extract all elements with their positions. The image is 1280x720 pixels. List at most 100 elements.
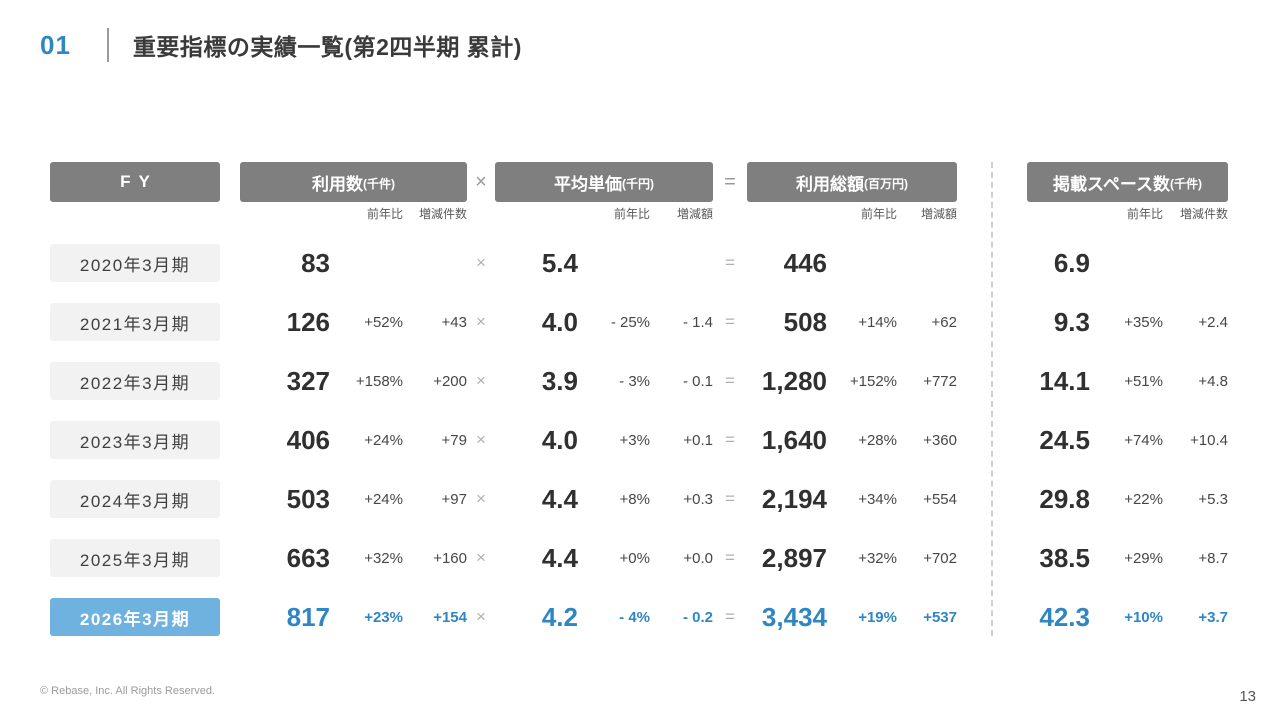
fiscal-year-label: 2026年3月期: [79, 609, 191, 629]
multiply-operator: ×: [476, 430, 486, 449]
fiscal-year-cell: 2020年3月期: [50, 244, 220, 282]
price-header-title: 平均単価: [554, 174, 622, 194]
total-yoy: +34%: [858, 490, 897, 508]
usage-yoy: +52%: [364, 313, 403, 331]
usage-value: 83: [301, 247, 330, 278]
price-value: 4.4: [541, 542, 578, 573]
equals-operator: =: [724, 170, 736, 193]
space-diff-label: 増減件数: [1179, 207, 1228, 221]
table-row: 2025年3月期 663 +32% +160 × 4.4 +0% +0.0 = …: [50, 539, 1228, 577]
multiply-operator: ×: [475, 170, 487, 193]
equals-operator: =: [725, 253, 735, 272]
fiscal-year-label: 2025年3月期: [79, 550, 191, 570]
multiply-operator: ×: [476, 607, 486, 626]
space-diff: +5.3: [1198, 490, 1228, 508]
space-diff: +2.4: [1198, 313, 1228, 331]
kpi-table: FY 利用数 (千件) × 平均単価 (千円) = 利用総額 (百万円) 掲載スペース…: [50, 162, 1228, 636]
usage-diff: +79: [441, 431, 467, 449]
table-row: 2021年3月期 126 +52% +43 × 4.0 - 25% - 1.4 …: [50, 303, 1228, 341]
space-value: 24.5: [1039, 424, 1090, 455]
fiscal-year-label: 2020年3月期: [79, 255, 191, 275]
total-yoy: +32%: [858, 549, 897, 567]
space-value: 9.3: [1053, 306, 1090, 337]
fiscal-year-label: 2022年3月期: [79, 373, 191, 393]
price-value: 5.4: [541, 247, 578, 278]
price-diff: - 0.2: [682, 608, 713, 626]
usage-header-unit: (千件): [363, 177, 395, 191]
multiply-operator: ×: [476, 312, 486, 331]
fiscal-year-cell: 2021年3月期: [50, 303, 220, 341]
price-diff: +0.1: [683, 431, 713, 449]
space-value: 6.9: [1053, 247, 1090, 278]
price-value: 4.0: [541, 424, 578, 455]
total-yoy: +152%: [849, 372, 897, 390]
multiply-operator: ×: [476, 371, 486, 390]
space-diff: +10.4: [1190, 431, 1228, 449]
price-yoy-label: 前年比: [613, 207, 650, 221]
usage-diff: +200: [433, 372, 467, 390]
equals-operator: =: [725, 371, 735, 390]
usage-value: 503: [286, 483, 330, 514]
usage-value: 327: [286, 365, 330, 396]
fy-header: FY: [50, 162, 220, 202]
usage-value: 663: [286, 542, 330, 573]
total-value: 446: [783, 247, 827, 278]
total-yoy: +28%: [858, 431, 897, 449]
total-value: 3,434: [761, 601, 827, 632]
total-diff: +772: [923, 372, 957, 390]
space-diff: +8.7: [1198, 549, 1228, 567]
usage-yoy: +32%: [364, 549, 403, 567]
total-diff: +360: [923, 431, 957, 449]
fiscal-year-cell: 2025年3月期: [50, 539, 220, 577]
total-header-unit: (百万円): [864, 177, 908, 191]
equals-operator: =: [725, 489, 735, 508]
price-yoy: - 25%: [610, 313, 650, 331]
total-yoy: +19%: [858, 608, 897, 626]
title-divider: [106, 28, 109, 62]
total-yoy: +14%: [858, 313, 897, 331]
table-row: 2020年3月期 83 × 5.4 = 446 6.9: [50, 244, 1228, 282]
price-yoy: +0%: [619, 549, 650, 567]
fiscal-year-label: 2023年3月期: [79, 432, 191, 452]
total-diff: +554: [923, 490, 957, 508]
total-value: 1,640: [761, 424, 827, 455]
price-yoy: - 3%: [619, 372, 650, 390]
space-value: 29.8: [1039, 483, 1090, 514]
usage-yoy-label: 前年比: [366, 207, 403, 221]
price-diff: +0.3: [683, 490, 713, 508]
total-header: 利用総額 (百万円): [747, 162, 957, 202]
usage-yoy: +23%: [364, 608, 403, 626]
multiply-operator: ×: [476, 548, 486, 567]
table-row: 2024年3月期 503 +24% +97 × 4.4 +8% +0.3 = 2…: [50, 480, 1228, 518]
total-diff-label: 増減額: [920, 207, 957, 221]
usage-diff: +154: [433, 608, 467, 626]
fiscal-year-label: 2024年3月期: [79, 491, 191, 511]
price-value: 4.4: [541, 483, 578, 514]
price-diff-label: 増減額: [676, 207, 713, 221]
table-row: 2023年3月期 406 +24% +79 × 4.0 +3% +0.1 = 1…: [50, 421, 1228, 459]
total-yoy-label: 前年比: [860, 207, 897, 221]
equals-operator: =: [725, 430, 735, 449]
column-separator: [991, 162, 993, 636]
usage-value: 406: [286, 424, 330, 455]
table-header-row: FY 利用数 (千件) × 平均単価 (千円) = 利用総額 (百万円) 掲載スペース…: [50, 162, 1228, 202]
page-number: 13: [1239, 688, 1256, 705]
fiscal-year-label: 2021年3月期: [79, 314, 191, 334]
table-body: 2020年3月期 83 × 5.4 = 446 6.9 2021年3月期 126…: [50, 244, 1228, 636]
copyright-text: © Rebase, Inc. All Rights Reserved.: [40, 685, 216, 697]
total-value: 2,897: [761, 542, 827, 573]
space-yoy: +74%: [1124, 431, 1163, 449]
price-value: 4.2: [541, 601, 578, 632]
usage-diff: +97: [441, 490, 467, 508]
section-number: 01: [40, 29, 71, 60]
total-diff: +62: [931, 313, 957, 331]
fiscal-year-cell: 2022年3月期: [50, 362, 220, 400]
usage-diff-label: 増減件数: [418, 207, 467, 221]
usage-value: 817: [286, 601, 330, 632]
space-yoy-label: 前年比: [1126, 207, 1163, 221]
fiscal-year-cell: 2023年3月期: [50, 421, 220, 459]
table-row: 2026年3月期 817 +23% +154 × 4.2 - 4% - 0.2 …: [50, 598, 1228, 636]
space-yoy: +10%: [1124, 608, 1163, 626]
price-yoy: +8%: [619, 490, 650, 508]
space-value: 14.1: [1039, 365, 1090, 396]
